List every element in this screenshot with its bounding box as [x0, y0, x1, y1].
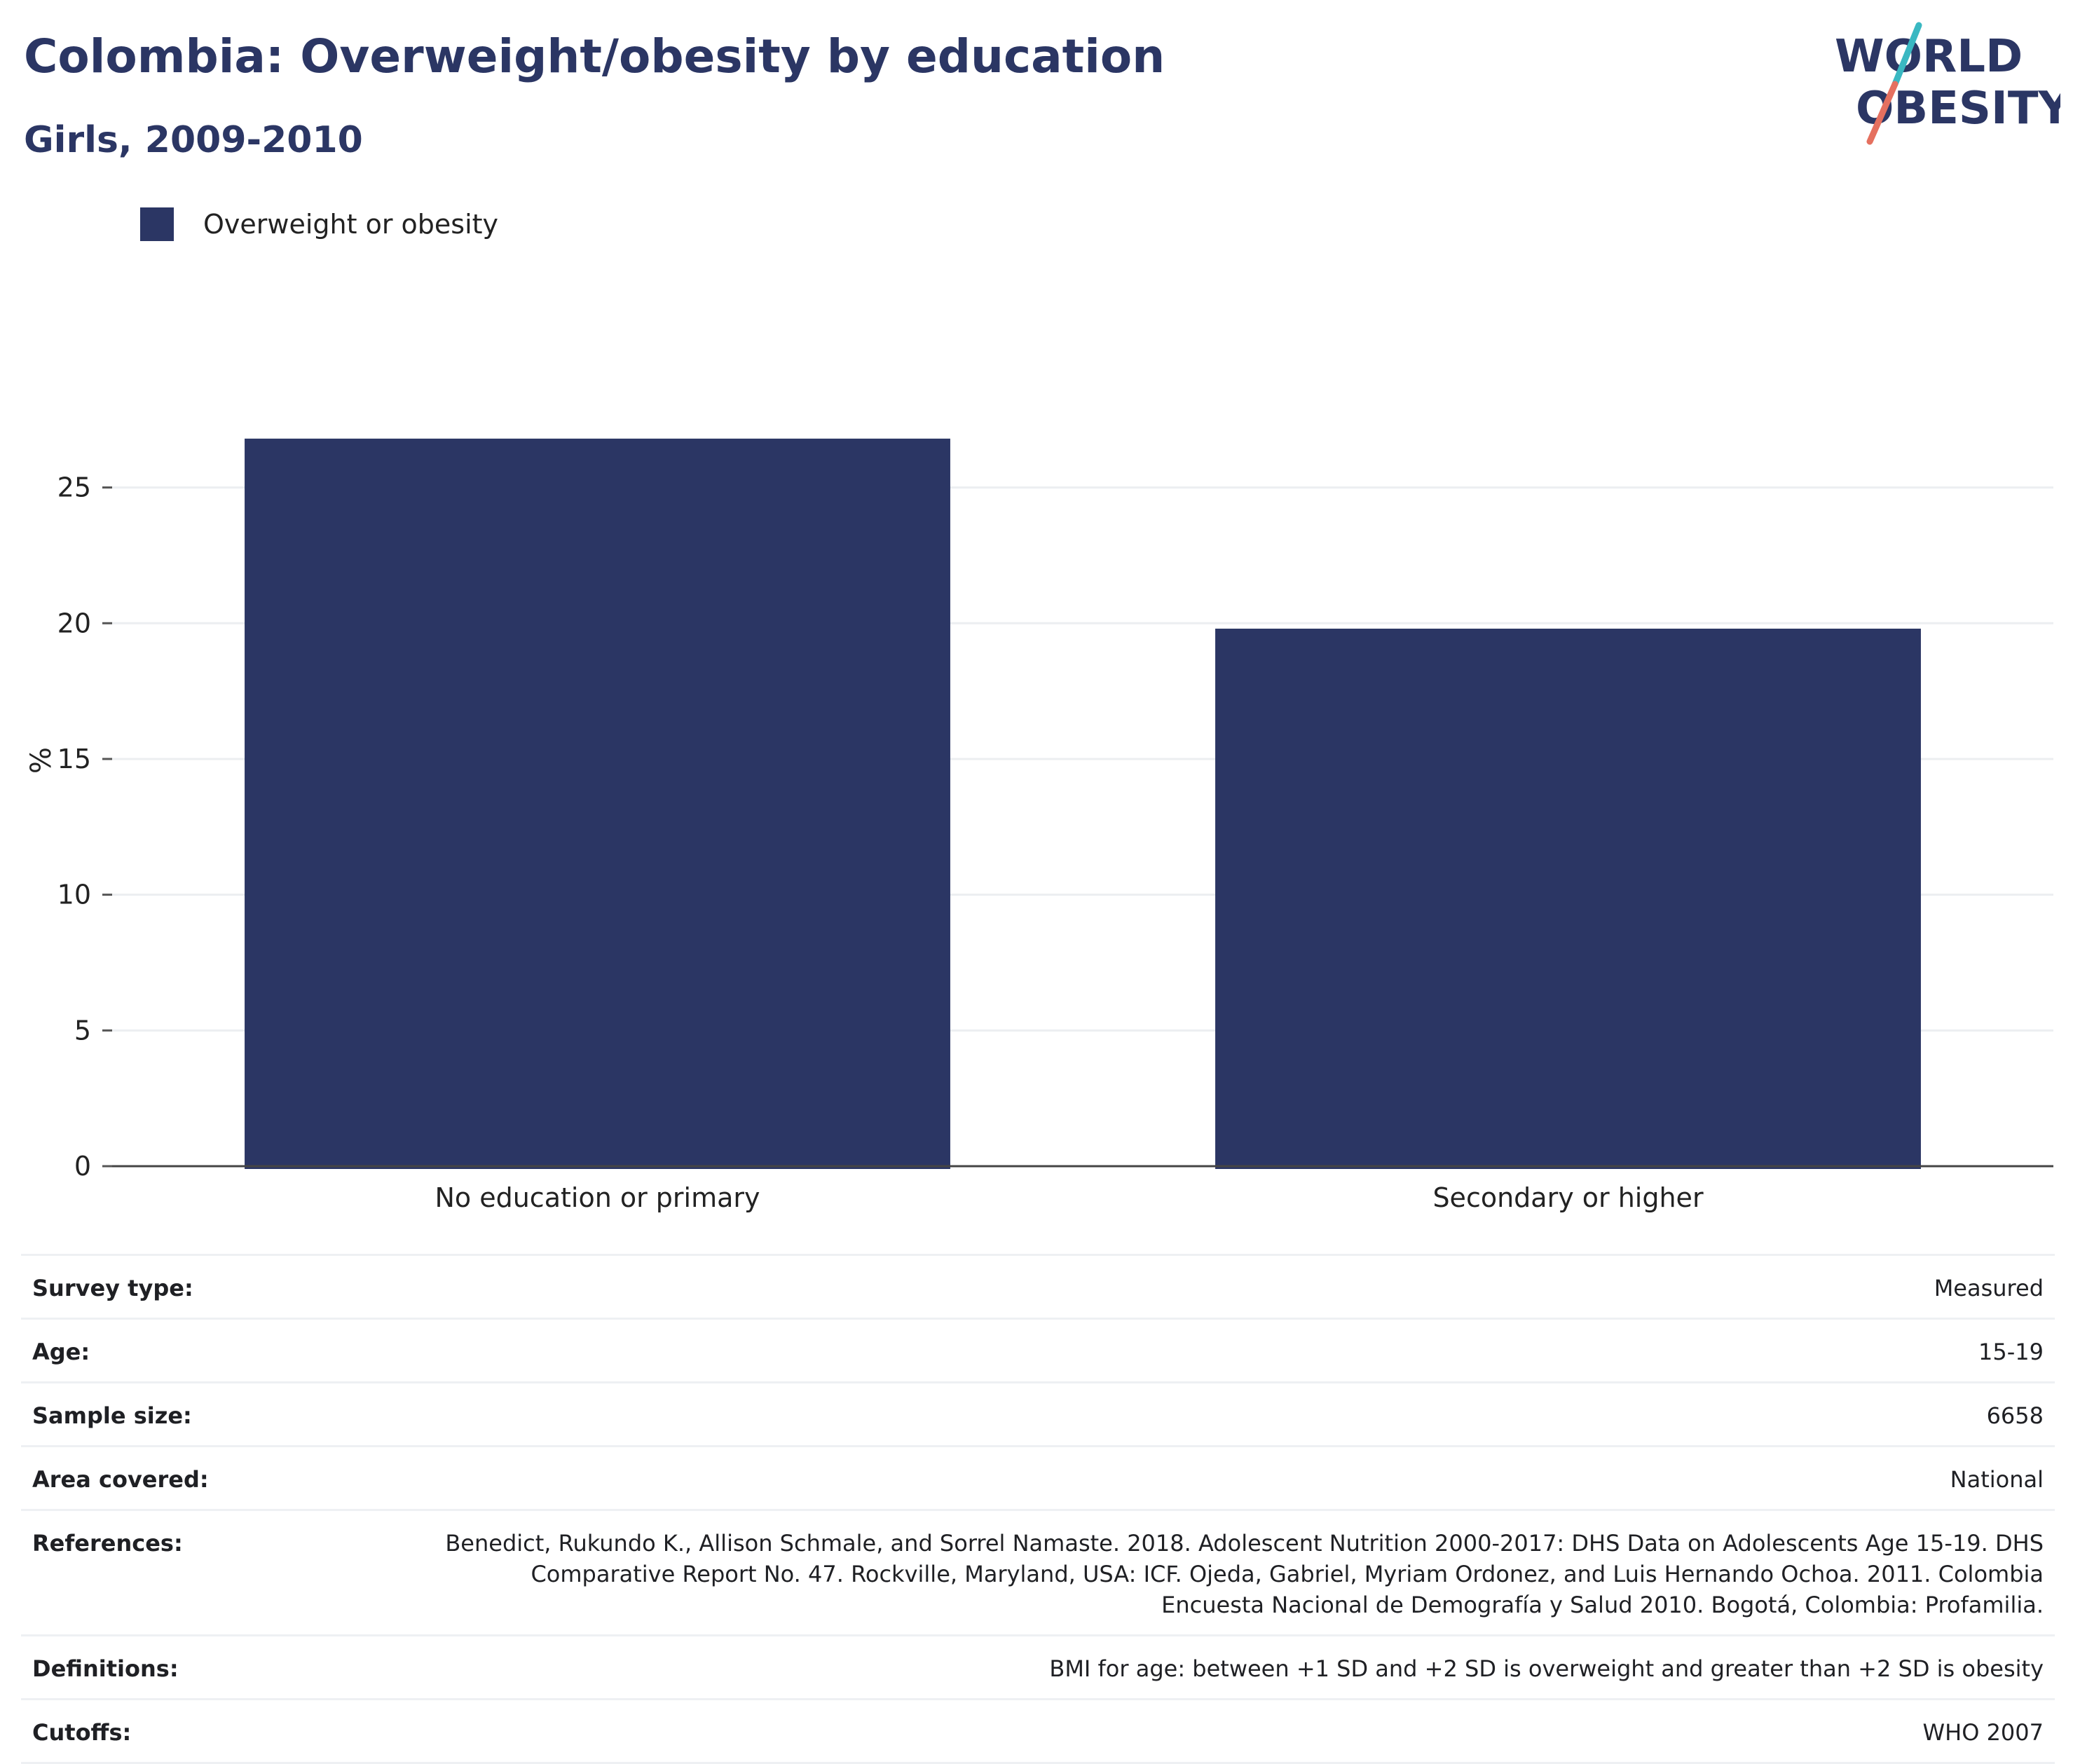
legend-swatch: [140, 207, 174, 241]
y-tick-label: 10: [57, 880, 91, 910]
metadata-row: Age: 15-19: [21, 1318, 2055, 1381]
metadata-row: Area covered: National: [21, 1445, 2055, 1509]
world-obesity-logo: WORLD OBESITY: [1835, 22, 2060, 145]
y-tick-label: 15: [57, 744, 91, 774]
metadata-row: Definitions: BMI for age: between +1 SD a…: [21, 1634, 2055, 1698]
y-tick-label: 20: [57, 608, 91, 638]
metadata-value: 6658: [1986, 1402, 2044, 1429]
x-tick-label: Secondary or higher: [1432, 1182, 1704, 1213]
logo-text-world: WORLD: [1835, 31, 2023, 83]
metadata-table: Survey type: Measured Age: 15-19 Sample size…: [21, 1254, 2055, 1764]
metadata-label: Sample size:: [32, 1402, 192, 1429]
y-tick-label: 25: [57, 472, 91, 503]
page-title: Colombia: Overweight/obesity by educatio…: [24, 29, 1165, 83]
metadata-value: WHO 2007: [1922, 1719, 2044, 1746]
metadata-row: Sample size: 6658: [21, 1381, 2055, 1445]
metadata-value: National: [1950, 1466, 2044, 1493]
bar[interactable]: [1215, 629, 1921, 1169]
metadata-value: BMI for age: between +1 SD and +2 SD is …: [1049, 1655, 2044, 1682]
y-tick-label: 0: [74, 1151, 91, 1182]
metadata-label: References:: [32, 1530, 183, 1557]
chart-legend[interactable]: Overweight or obesity: [140, 207, 498, 241]
metadata-value: 15-19: [1978, 1339, 2044, 1365]
metadata-label: Age:: [32, 1339, 90, 1365]
y-axis-label: %: [25, 747, 57, 774]
metadata-row: Survey type: Measured: [21, 1254, 2055, 1318]
logo-slash-teal: [1891, 22, 1922, 88]
y-tick-label: 5: [74, 1015, 91, 1046]
page-subtitle: Girls, 2009-2010: [24, 119, 363, 161]
metadata-value: Benedict, Rukundo K., Allison Schmale, a…: [445, 1530, 2044, 1618]
metadata-label: Cutoffs:: [32, 1719, 132, 1746]
x-tick-label: No education or primary: [435, 1182, 760, 1213]
metadata-label: Area covered:: [32, 1466, 209, 1493]
logo-slash-coral: [1866, 81, 1898, 145]
legend-label: Overweight or obesity: [203, 209, 499, 240]
metadata-row: References: Benedict, Rukundo K., Allison…: [21, 1509, 2055, 1634]
bar[interactable]: [245, 438, 950, 1169]
bar-chart: 0 5 10 15 20 25 No education or primary Second…: [25, 438, 2053, 1213]
metadata-value: Measured: [1934, 1275, 2044, 1301]
metadata-label: Survey type:: [32, 1275, 193, 1301]
metadata-label: Definitions:: [32, 1655, 179, 1682]
